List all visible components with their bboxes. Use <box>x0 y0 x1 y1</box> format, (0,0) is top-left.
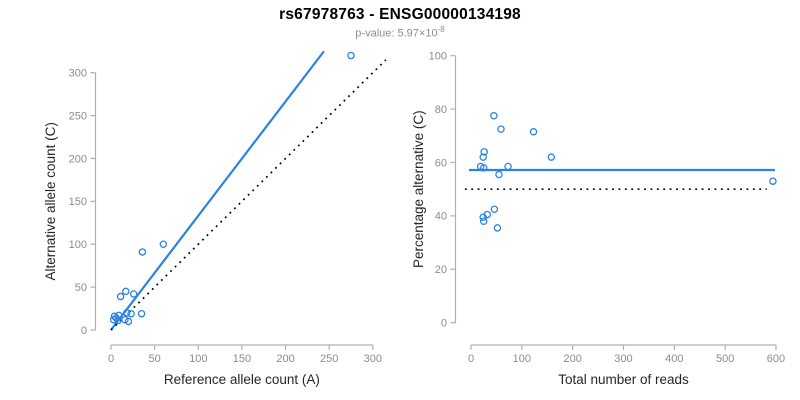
data-point <box>124 317 133 326</box>
data-point <box>769 177 777 185</box>
data-point <box>479 153 487 161</box>
x-axis-title: Total number of reads <box>558 372 689 387</box>
x-tick-label: 500 <box>716 353 734 365</box>
x-tick-label: 50 <box>149 353 161 365</box>
data-point <box>497 125 505 133</box>
data-point <box>495 170 503 179</box>
data-point <box>122 309 131 317</box>
data-point <box>116 292 125 301</box>
fitted-ratio-line <box>110 50 325 331</box>
y-tick-label: 200 <box>69 153 87 165</box>
data-point <box>129 290 138 298</box>
data-point <box>121 315 129 324</box>
data-point <box>479 217 488 225</box>
data-point <box>114 316 122 325</box>
y-tick-label: 60 <box>435 157 447 169</box>
data-point <box>493 224 502 232</box>
x-tick-label: 600 <box>767 353 785 365</box>
x-axis-title: Reference allele count (A) <box>164 372 320 387</box>
data-point <box>127 309 135 318</box>
data-point <box>480 148 488 156</box>
y-tick-label: 100 <box>69 239 87 251</box>
figure-title: rs67978763 - ENSG00000134198 <box>279 6 521 23</box>
x-tick-label: 100 <box>513 353 531 365</box>
y-axis-title: Percentage alternative (C) <box>411 110 426 268</box>
data-point <box>504 162 512 171</box>
x-tick-label: 200 <box>276 353 294 365</box>
y-tick-label: 80 <box>435 104 447 116</box>
x-tick-label: 200 <box>563 353 581 365</box>
data-point <box>347 51 355 60</box>
x-tick-label: 150 <box>233 353 251 365</box>
x-tick-label: 100 <box>189 353 207 365</box>
pvalue-exponent: -8 <box>437 25 445 34</box>
data-point <box>137 309 146 318</box>
x-tick-label: 0 <box>108 353 114 365</box>
x-tick-label: 400 <box>665 353 683 365</box>
data-point <box>547 153 556 161</box>
y-tick-label: 0 <box>81 325 87 337</box>
y-tick-label: 40 <box>435 211 447 223</box>
data-point <box>490 112 498 120</box>
data-point <box>159 240 168 248</box>
data-point <box>122 287 130 296</box>
x-tick-label: 300 <box>364 353 382 365</box>
y-axis-title: Alternative allele count (C) <box>43 122 58 280</box>
y-tick-label: 20 <box>435 264 447 276</box>
percentage-alternative-panel: 0 20 40 60 80 100 0 100 200 300 400 500 600 Total num… <box>411 51 785 388</box>
data-point <box>490 205 499 213</box>
figure-pvalue: p-value: 5.97×10-8 <box>0 25 800 40</box>
y-tick-label: 50 <box>75 282 87 294</box>
data-point <box>479 164 488 172</box>
y-tick-label: 150 <box>69 196 87 208</box>
x-tick-label: 300 <box>614 353 632 365</box>
pvalue-text: p-value: 5.97×10 <box>355 27 438 40</box>
y-tick-label: 300 <box>69 67 87 79</box>
data-point <box>529 128 538 136</box>
data-point <box>138 248 147 256</box>
allele-counts-panel: 0 50 100 150 200 250 300 0 50 100 150 200 250 300 Refe… <box>43 50 387 387</box>
y-tick-label: 100 <box>429 51 447 63</box>
y-tick-label: 0 <box>441 318 447 330</box>
data-point <box>479 213 487 221</box>
identity-line <box>110 59 387 331</box>
data-point <box>109 315 118 324</box>
y-tick-label: 250 <box>69 110 87 122</box>
x-tick-label: 0 <box>468 353 474 365</box>
x-tick-label: 250 <box>320 353 338 365</box>
